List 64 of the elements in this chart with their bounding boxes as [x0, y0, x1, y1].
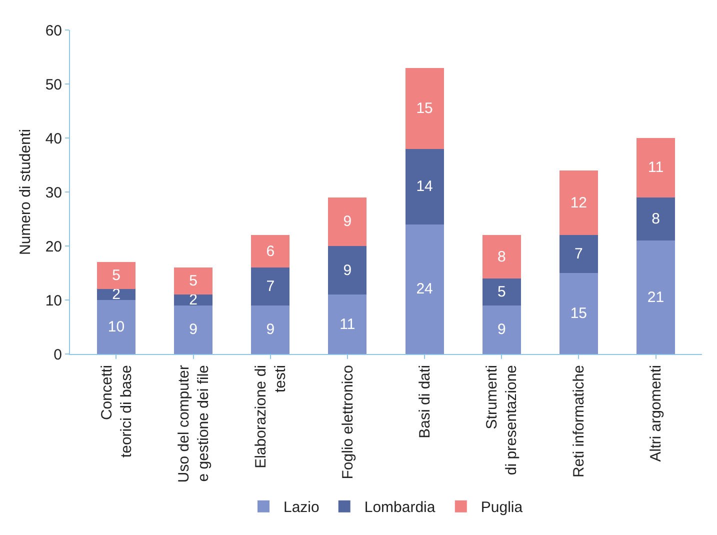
bar — [251, 235, 290, 268]
data-label: 5 — [112, 267, 120, 284]
x-tick-label: Strumenti di presentazione — [484, 365, 520, 476]
y-axis-title: Numero di studenti — [17, 129, 34, 255]
data-label: 7 — [266, 278, 275, 295]
bar — [559, 235, 598, 273]
x-tick-label: Elaborazione di testi — [252, 365, 290, 468]
bar — [482, 278, 521, 306]
y-tick-label: 10 — [45, 292, 62, 310]
x-tick-label: Altri argomenti — [648, 365, 665, 462]
bar — [405, 68, 444, 149]
data-label: 11 — [648, 159, 664, 176]
data-label: 9 — [189, 321, 198, 338]
legend-label: Lombardia — [364, 499, 436, 516]
data-label: 5 — [189, 272, 198, 290]
data-label: 10 — [108, 318, 125, 336]
bar — [328, 246, 367, 295]
legend-label: Puglia — [480, 499, 524, 516]
data-label: 9 — [343, 262, 352, 279]
y-tick-label: 30 — [45, 184, 62, 202]
bar — [405, 224, 444, 354]
data-label: 9 — [343, 213, 352, 230]
y-tick-label: 0 — [54, 346, 62, 364]
data-label: 6 — [266, 242, 275, 260]
data-label: 9 — [497, 321, 506, 338]
data-label: 9 — [266, 321, 275, 338]
data-label: 7 — [574, 246, 583, 263]
x-tick-label: Basi di dati — [416, 365, 434, 438]
bar — [251, 305, 290, 354]
y-tick-label: 50 — [45, 76, 62, 94]
data-label: 8 — [497, 248, 506, 266]
data-label: 21 — [647, 288, 664, 306]
bar — [636, 138, 676, 198]
bar — [636, 197, 676, 241]
bar — [482, 235, 521, 278]
data-label: 12 — [570, 194, 588, 212]
x-tick-label: Concetti teorici di base — [98, 365, 135, 458]
y-tick-label: 60 — [45, 22, 62, 40]
x-tick-label: Foglio elettronico — [339, 365, 356, 480]
bar — [328, 294, 367, 354]
bar — [96, 262, 136, 290]
data-label: 11 — [340, 316, 356, 333]
y-tick-label: 40 — [45, 130, 62, 148]
bar — [559, 170, 598, 236]
bar — [482, 305, 521, 354]
bar — [405, 148, 444, 224]
bar — [636, 240, 676, 354]
bar — [96, 300, 136, 354]
data-label: 5 — [497, 283, 506, 300]
bar — [328, 197, 367, 246]
x-tick-label: Reti informatiche — [570, 365, 588, 478]
data-label: 24 — [416, 280, 433, 298]
bar — [559, 273, 598, 354]
legend-label: Lazio — [284, 499, 320, 516]
data-label: 15 — [570, 305, 588, 322]
bar — [96, 289, 136, 300]
y-tick-label: 20 — [45, 238, 62, 256]
bar — [174, 294, 213, 306]
bar — [251, 268, 290, 306]
bar — [174, 305, 213, 354]
data-label: 14 — [416, 178, 433, 196]
bar — [174, 268, 213, 295]
data-label: 15 — [416, 100, 433, 117]
data-label: 8 — [652, 210, 660, 228]
